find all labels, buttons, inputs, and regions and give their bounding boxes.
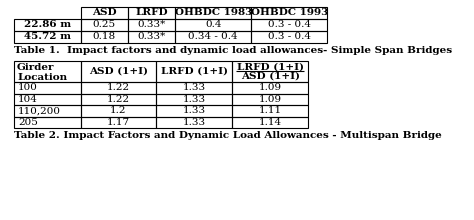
Text: ASD (1+I): ASD (1+I) [89, 67, 148, 76]
Text: 1.33: 1.33 [183, 83, 206, 92]
Bar [128, 31, 175, 43]
Bar [14, 105, 81, 117]
Text: 0.3 - 0.4: 0.3 - 0.4 [268, 32, 310, 41]
Text: 1.22: 1.22 [107, 95, 130, 104]
Text: 1.14: 1.14 [259, 118, 282, 127]
Bar [232, 94, 308, 105]
Text: ASD: ASD [92, 8, 117, 17]
Text: 0.33*: 0.33* [137, 20, 166, 29]
Text: 1.22: 1.22 [107, 83, 130, 92]
Bar [128, 19, 175, 31]
Text: 1.33: 1.33 [183, 118, 206, 127]
Bar [232, 82, 308, 94]
Text: 0.18: 0.18 [93, 32, 116, 41]
Text: 1.09: 1.09 [259, 83, 282, 92]
Bar [14, 82, 81, 94]
Bar [14, 94, 81, 105]
Text: 0.34 - 0.4: 0.34 - 0.4 [189, 32, 238, 41]
Bar [81, 31, 128, 43]
Text: LRFD (1+I): LRFD (1+I) [161, 67, 228, 76]
Text: 104: 104 [18, 95, 38, 104]
Text: 45.72 m: 45.72 m [24, 32, 71, 41]
Text: LRFD (1+I): LRFD (1+I) [237, 62, 304, 72]
Text: 0.3 - 0.4: 0.3 - 0.4 [268, 20, 310, 29]
Bar [81, 19, 128, 31]
Bar [156, 94, 232, 105]
Bar [156, 61, 232, 82]
Bar [175, 7, 251, 19]
Bar [14, 19, 81, 31]
Text: 22.86 m: 22.86 m [24, 20, 71, 29]
Text: 110,200: 110,200 [18, 106, 61, 115]
Bar [128, 7, 175, 19]
Bar [81, 117, 156, 128]
Bar [232, 117, 308, 128]
Bar [232, 105, 308, 117]
Bar [251, 19, 327, 31]
Text: Table 1.  Impact factors and dynamic load allowances- Simple Span Bridges: Table 1. Impact factors and dynamic load… [14, 46, 452, 55]
Text: ASD (1+I): ASD (1+I) [241, 72, 300, 81]
Text: 0.33*: 0.33* [137, 32, 166, 41]
Bar [14, 61, 81, 82]
Bar [81, 94, 156, 105]
Text: Girder: Girder [17, 63, 55, 72]
Text: 1.33: 1.33 [183, 106, 206, 115]
Text: 1.17: 1.17 [107, 118, 130, 127]
Text: OHBDC 1983: OHBDC 1983 [175, 8, 252, 17]
Bar [251, 31, 327, 43]
Bar [14, 117, 81, 128]
Text: Location: Location [17, 73, 67, 82]
Text: 205: 205 [18, 118, 38, 127]
Text: 100: 100 [18, 83, 38, 92]
Bar [175, 31, 251, 43]
Text: LRFD: LRFD [136, 8, 168, 17]
Text: 0.4: 0.4 [205, 20, 221, 29]
Bar [81, 7, 128, 19]
Bar [156, 105, 232, 117]
Bar [156, 117, 232, 128]
Bar [14, 31, 81, 43]
Text: Table 2. Impact Factors and Dynamic Load Allowances - Multispan Bridge: Table 2. Impact Factors and Dynamic Load… [14, 131, 442, 140]
Bar [81, 82, 156, 94]
Bar [81, 105, 156, 117]
Text: OHBDC 1993: OHBDC 1993 [251, 8, 328, 17]
Text: 1.33: 1.33 [183, 95, 206, 104]
Bar [251, 7, 327, 19]
Bar [156, 82, 232, 94]
Text: 1.2: 1.2 [110, 106, 127, 115]
Bar [175, 19, 251, 31]
Text: 0.25: 0.25 [93, 20, 116, 29]
Text: 1.11: 1.11 [259, 106, 282, 115]
Bar [232, 61, 308, 82]
Bar [81, 61, 156, 82]
Text: 1.09: 1.09 [259, 95, 282, 104]
